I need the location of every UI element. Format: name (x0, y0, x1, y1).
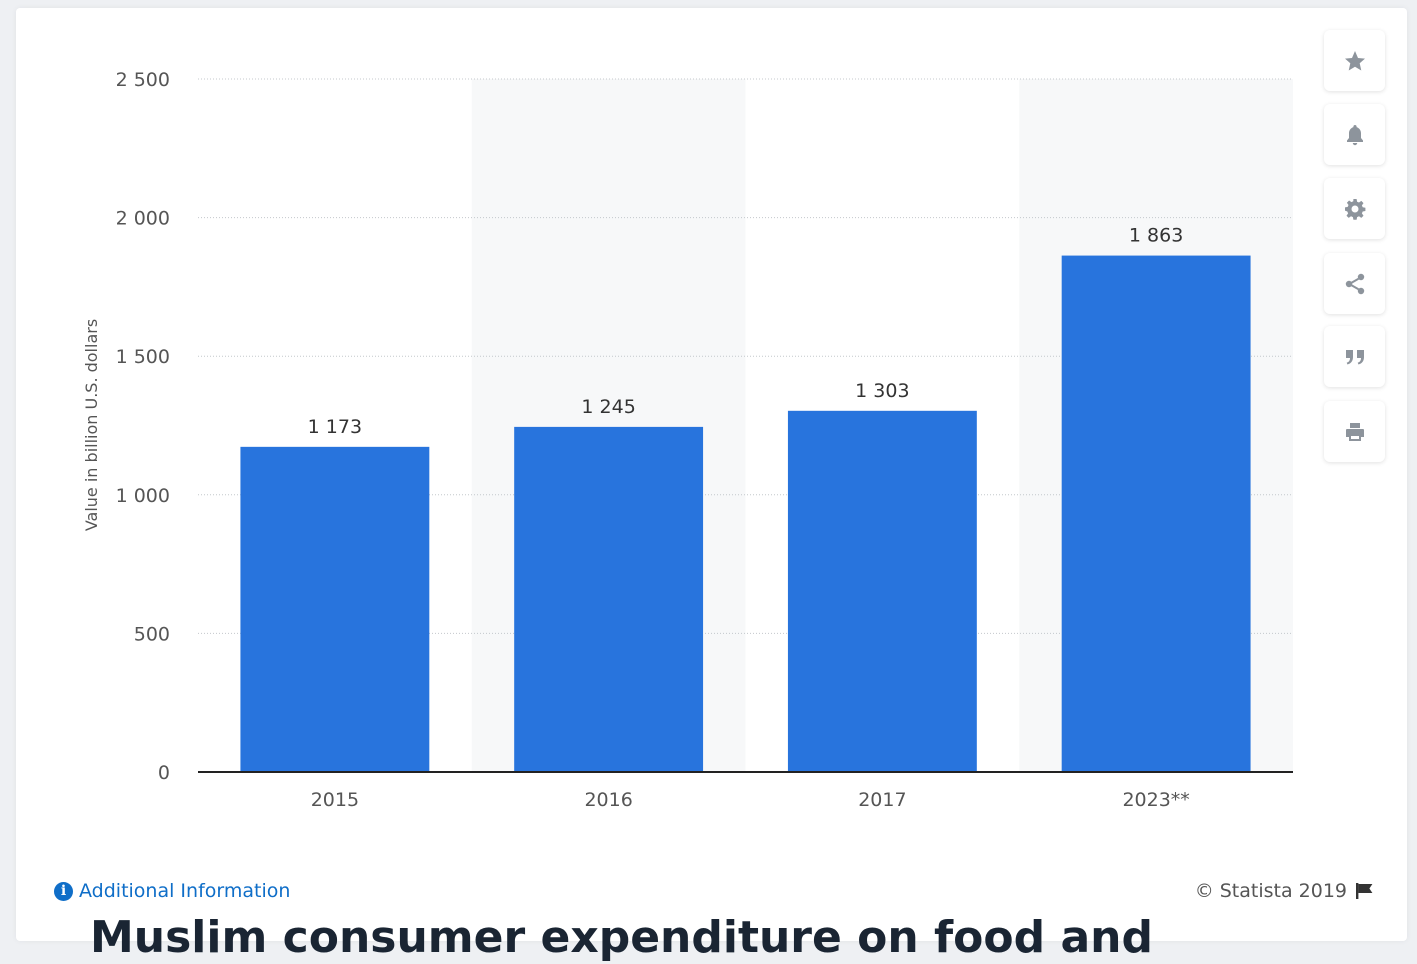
y-tick-label: 0 (158, 762, 170, 784)
data-label: 1 245 (581, 396, 635, 418)
bell-icon (1346, 124, 1363, 145)
y-tick-label: 500 (134, 623, 170, 645)
x-axis-ticks: 2015 2016 2017 2023** (311, 789, 1190, 811)
bar[interactable] (514, 426, 704, 772)
bar[interactable] (1061, 255, 1251, 772)
bar[interactable] (240, 446, 430, 772)
y-tick-label: 2 500 (116, 69, 170, 91)
x-tick-label: 2023** (1122, 789, 1189, 811)
cite-button[interactable] (1324, 326, 1385, 387)
data-label: 1 863 (1129, 225, 1183, 247)
x-tick-label: 2017 (858, 789, 906, 811)
flag-icon[interactable] (1355, 882, 1375, 900)
page-title: Muslim consumer expenditure on food and (90, 912, 1153, 963)
bars (240, 255, 1251, 772)
print-icon (1345, 422, 1364, 441)
x-tick-label: 2015 (311, 789, 359, 811)
favorite-button[interactable] (1324, 30, 1385, 91)
additional-information-label: Additional Information (79, 880, 291, 902)
share-button[interactable] (1324, 253, 1385, 314)
y-axis-ticks: 0 500 1 000 1 500 2 000 2 500 (116, 69, 170, 784)
data-labels: 1 173 1 245 1 303 1 863 (308, 225, 1184, 438)
notification-button[interactable] (1324, 104, 1385, 165)
star-icon (1344, 50, 1365, 70)
y-tick-label: 1 500 (116, 346, 170, 368)
data-label: 1 173 (308, 416, 362, 438)
additional-information-link[interactable]: i Additional Information (54, 878, 290, 904)
copyright-text: © Statista 2019 (1194, 880, 1347, 902)
info-icon: i (54, 881, 73, 901)
y-tick-label: 2 000 (116, 208, 170, 230)
bar[interactable] (787, 410, 977, 772)
copyright: © Statista 2019 (1195, 878, 1375, 904)
print-button[interactable] (1324, 401, 1385, 462)
x-tick-label: 2016 (584, 789, 632, 811)
bar-chart: 0 500 1 000 1 500 2 000 2 500 1 173 1 245 1 303… (82, 69, 1293, 811)
share-icon (1345, 273, 1364, 294)
data-label: 1 303 (855, 380, 909, 402)
quote-icon (1345, 349, 1364, 364)
y-tick-label: 1 000 (116, 485, 170, 507)
gear-icon (1344, 198, 1365, 220)
y-axis-label: Value in billion U.S. dollars (82, 319, 101, 531)
settings-button[interactable] (1324, 178, 1385, 239)
